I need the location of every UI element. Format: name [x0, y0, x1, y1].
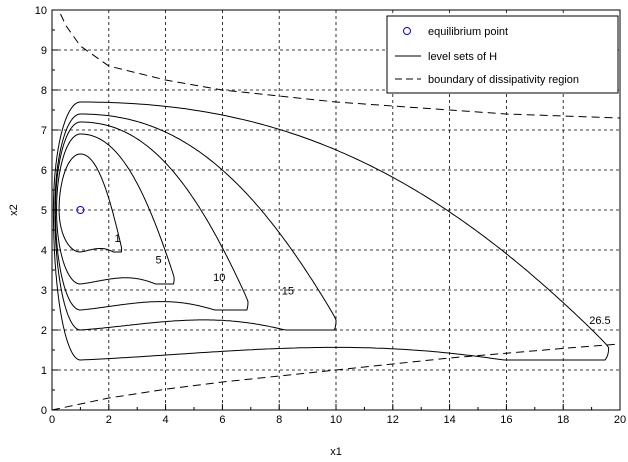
level-set-curve — [54, 121, 249, 311]
y-tick-label: 1 — [41, 365, 47, 377]
x-tick-label: 6 — [219, 414, 225, 426]
level-set-curve — [52, 101, 610, 361]
x-tick-label: 16 — [500, 414, 512, 426]
legend-box — [386, 15, 619, 94]
y-tick-label: 7 — [41, 125, 47, 137]
level-set-label: 1 — [115, 233, 121, 245]
level-set-curve — [56, 133, 175, 285]
x-tick-label: 2 — [106, 414, 112, 426]
y-axis-label: x2 — [8, 204, 20, 216]
equilibrium-point — [76, 206, 85, 214]
dissipativity-boundary — [51, 13, 621, 411]
y-tick-label: 8 — [41, 85, 47, 97]
level-set-label: 10 — [213, 272, 225, 284]
y-tick-label: 9 — [41, 45, 47, 57]
x-tick-label: 8 — [276, 414, 282, 426]
x-tick-label: 14 — [443, 414, 455, 426]
level-set-curve — [54, 113, 337, 331]
x-tick-label: 18 — [557, 414, 569, 426]
y-tick-label: 2 — [41, 325, 47, 337]
y-tick-label: 10 — [35, 5, 47, 17]
x-tick-label: 4 — [163, 414, 169, 426]
level-set-curve — [58, 153, 123, 253]
y-tick-label: 6 — [41, 165, 47, 177]
level-set-label: 15 — [282, 285, 294, 297]
legend-label-level-sets: level sets of H — [428, 51, 497, 63]
level-sets — [52, 101, 610, 361]
x-tick-label: 10 — [330, 414, 342, 426]
level-set-label: 5 — [156, 255, 162, 267]
equilibrium-marker — [76, 206, 85, 214]
x-tick-labels: 0 2 4 6 8 10 12 14 16 18 20 — [49, 414, 626, 426]
level-set-label: 26.5 — [589, 315, 610, 327]
x-tick-label: 20 — [614, 414, 626, 426]
dissipativity-boundary-upper — [60, 13, 621, 119]
legend-label-equilibrium: equilibrium point — [428, 26, 508, 38]
y-tick-label: 5 — [41, 205, 47, 217]
x-tick-label: 0 — [49, 414, 55, 426]
plot-frame — [51, 9, 621, 411]
y-tick-label: 3 — [41, 285, 47, 297]
x-axis-label: x1 — [330, 446, 342, 458]
legend-equilibrium-marker — [403, 27, 411, 35]
y-tick-labels: 0 1 2 3 4 5 6 7 8 9 10 — [35, 5, 47, 417]
y-tick-label: 0 — [41, 405, 47, 417]
dissipativity-boundary-lower — [51, 343, 621, 411]
y-tick-label: 4 — [41, 245, 47, 257]
legend-label-boundary: boundary of dissipativity region — [428, 74, 579, 86]
x-tick-label: 12 — [387, 414, 399, 426]
legend: equilibrium point level sets of H bounda… — [386, 15, 619, 94]
